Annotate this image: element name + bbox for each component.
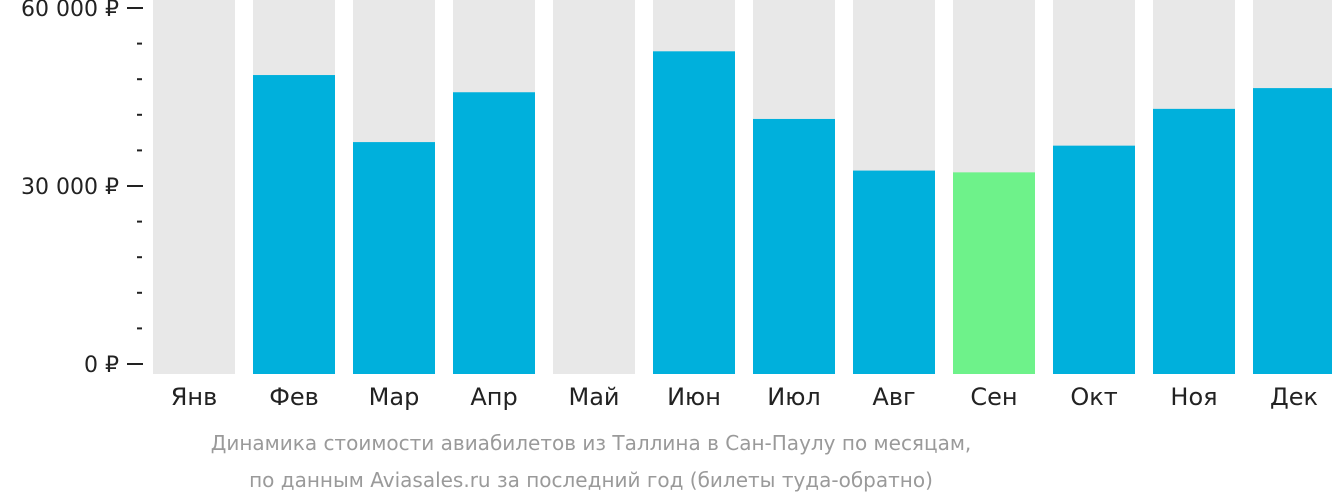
y-tick-label: 0 ₽ bbox=[84, 353, 119, 378]
x-tick-label: Сен bbox=[970, 383, 1017, 411]
x-tick-label: Май bbox=[568, 383, 619, 411]
bar-background-5 bbox=[553, 0, 635, 374]
bar-11 bbox=[1153, 108, 1235, 374]
bar-3 bbox=[353, 142, 435, 374]
x-tick-label: Фев bbox=[269, 383, 319, 411]
x-tick-label: Ноя bbox=[1170, 383, 1217, 411]
x-tick-label: Июн bbox=[667, 383, 721, 411]
x-tick-label: Авг bbox=[872, 383, 915, 411]
bar-background-1 bbox=[153, 0, 235, 374]
chart-caption-line-1: Динамика стоимости авиабилетов из Таллин… bbox=[210, 431, 972, 455]
x-tick-label: Янв bbox=[171, 383, 218, 411]
bar-9 bbox=[953, 172, 1035, 374]
x-tick-label: Мар bbox=[369, 383, 420, 411]
x-axis: Янв Фев Мар Апр Май Июн Июл Авг Сен Окт Ноя Дек bbox=[171, 383, 1318, 411]
y-tick-label: 30 000 ₽ bbox=[21, 175, 119, 200]
bar-4 bbox=[453, 92, 535, 375]
bar-2 bbox=[253, 75, 335, 375]
x-tick-label: Июл bbox=[767, 383, 821, 411]
bar-7 bbox=[753, 118, 835, 374]
x-tick-label: Дек bbox=[1270, 383, 1318, 411]
x-tick-label: Окт bbox=[1070, 383, 1117, 411]
x-tick-label: Апр bbox=[470, 383, 517, 411]
bar-6 bbox=[653, 51, 735, 375]
bar-10 bbox=[1053, 145, 1135, 374]
y-tick-label: 60 000 ₽ bbox=[21, 0, 119, 22]
bar-8 bbox=[853, 170, 935, 374]
chart-caption-line-2: по данным Aviasales.ru за последний год … bbox=[249, 468, 933, 492]
price-bars bbox=[253, 51, 1332, 375]
y-axis: 0 ₽ 30 000 ₽ 60 000 ₽ bbox=[21, 0, 143, 378]
bar-12 bbox=[1253, 88, 1332, 374]
